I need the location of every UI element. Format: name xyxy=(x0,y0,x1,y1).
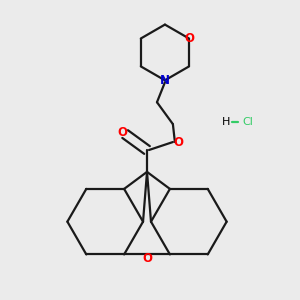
Text: O: O xyxy=(117,126,127,139)
Text: O: O xyxy=(184,32,194,45)
Text: O: O xyxy=(174,136,184,148)
Text: H: H xyxy=(221,117,230,127)
Text: N: N xyxy=(160,74,170,87)
Text: O: O xyxy=(142,252,152,265)
Text: Cl: Cl xyxy=(242,117,253,127)
